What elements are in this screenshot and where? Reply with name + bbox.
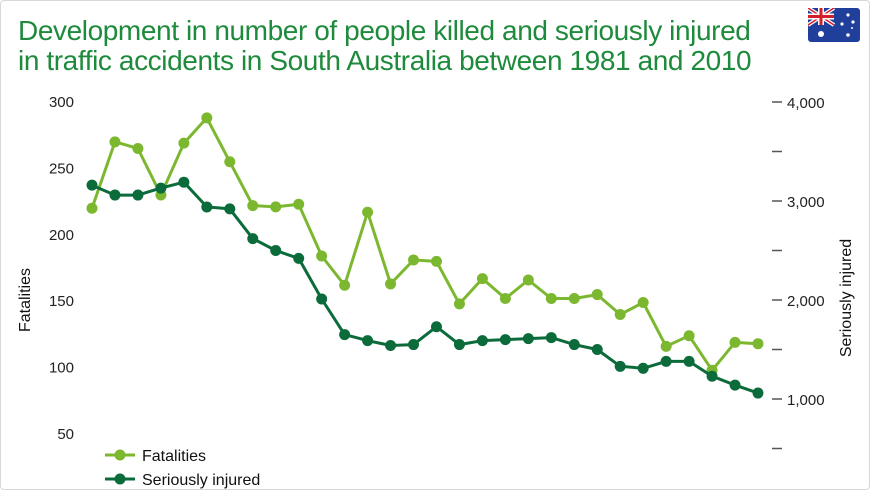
legend: Fatalities Seriously injured: [105, 448, 260, 489]
data-point: [270, 201, 282, 213]
data-point: [522, 333, 534, 345]
data-point: [637, 297, 649, 309]
data-point: [362, 206, 374, 218]
data-point: [568, 293, 580, 305]
data-point: [614, 308, 626, 320]
data-point: [499, 293, 511, 305]
data-point: [408, 254, 420, 266]
data-point: [614, 360, 626, 372]
data-point: [316, 250, 328, 262]
data-point: [752, 338, 764, 350]
right-tick-label: 1,000: [787, 392, 825, 409]
data-point: [224, 203, 236, 215]
right-axis: 4,000 3,000 2,000 1,000: [772, 95, 825, 450]
data-point: [247, 233, 259, 245]
data-point: [385, 340, 397, 352]
data-point: [729, 379, 741, 391]
left-tick-label: 150: [49, 293, 74, 310]
data-point: [86, 202, 98, 214]
data-point: [637, 362, 649, 374]
data-point: [752, 387, 764, 399]
data-point: [476, 273, 488, 285]
data-point: [293, 198, 305, 210]
data-point: [430, 321, 442, 333]
data-point: [545, 332, 557, 344]
data-point: [430, 255, 442, 267]
data-point: [178, 176, 190, 188]
data-point: [476, 335, 488, 347]
chart-title: Development in number of people killed a…: [18, 15, 752, 76]
left-tick-label: 250: [49, 160, 74, 177]
left-tick-label: 50: [57, 426, 74, 443]
australia-flag-icon: [808, 8, 860, 42]
data-point: [385, 278, 397, 290]
data-point: [339, 279, 351, 291]
data-point: [247, 200, 259, 212]
series-line: [90, 116, 759, 372]
legend-label: Fatalities: [142, 448, 206, 465]
data-point: [706, 370, 718, 382]
data-point: [224, 156, 236, 168]
data-point: [109, 136, 121, 148]
right-axis-title: Seriously injured: [838, 239, 855, 357]
data-point: [316, 293, 328, 305]
data-point: [408, 339, 420, 351]
data-point: [453, 298, 465, 310]
left-axis: 300 250 200 150 100 50: [49, 94, 74, 443]
data-point: [178, 137, 190, 149]
data-point: [201, 201, 213, 213]
data-point: [86, 179, 98, 191]
series-line: [91, 180, 759, 395]
data-point: [729, 336, 741, 348]
series-seriously-injured: [86, 176, 764, 399]
legend-swatch-marker: [114, 473, 126, 485]
data-point: [683, 330, 695, 342]
data-point: [293, 252, 305, 264]
data-point: [339, 329, 351, 341]
data-point: [660, 355, 672, 367]
data-point: [132, 142, 144, 154]
legend-label: Seriously injured: [142, 472, 260, 489]
left-axis-title: Fatalities: [17, 268, 34, 332]
data-point: [201, 112, 213, 124]
data-point: [362, 335, 374, 347]
data-point: [545, 293, 557, 305]
data-point: [270, 245, 282, 256]
data-point: [522, 274, 534, 286]
left-tick-label: 100: [49, 360, 74, 377]
data-point: [109, 189, 121, 201]
right-tick-label: 4,000: [787, 95, 825, 112]
data-point: [591, 344, 603, 355]
left-tick-label: 200: [49, 227, 74, 244]
data-point: [453, 339, 465, 351]
data-point: [155, 182, 167, 194]
legend-swatch-marker: [114, 449, 126, 461]
data-point: [591, 289, 603, 301]
data-point: [132, 189, 144, 201]
series-layer: [86, 112, 764, 399]
data-point: [683, 355, 695, 367]
right-tick-label: 3,000: [787, 194, 825, 211]
series-fatalities: [86, 112, 764, 376]
data-point: [568, 339, 580, 351]
data-point: [660, 340, 672, 352]
data-point: [499, 334, 511, 346]
right-tick-label: 2,000: [787, 293, 825, 310]
left-tick-label: 300: [49, 94, 74, 111]
